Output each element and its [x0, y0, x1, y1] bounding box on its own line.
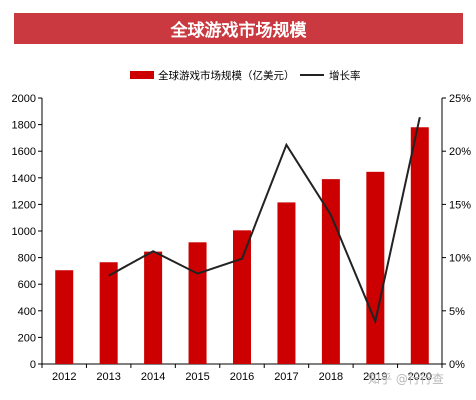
x-tick-label: 2019: [363, 371, 387, 383]
legend-line-label: 增长率: [329, 69, 361, 82]
bar-2019: [366, 171, 385, 364]
y-left-tick-label: 400: [18, 306, 36, 318]
legend: 全球游戏市场规模（亿美元） 增长率: [130, 69, 361, 82]
chart-title-banner: 全球游戏市场规模: [14, 13, 463, 44]
bar-2017: [277, 202, 296, 364]
x-tick-label: 2020: [408, 371, 432, 383]
y-right-tick-label: 10%: [449, 253, 471, 265]
y-left-tick-label: 1600: [12, 146, 36, 158]
y-left-tick-label: 0: [30, 359, 36, 371]
y-right-tick-label: 25%: [449, 93, 471, 105]
x-tick-label: 2014: [141, 371, 165, 383]
y-left-tick-label: 200: [18, 332, 36, 344]
y-right-tick-label: 5%: [449, 306, 465, 318]
x-tick-label: 2013: [96, 371, 120, 383]
bar-series: [55, 127, 429, 364]
watermark: 知乎 @行行查: [368, 372, 444, 386]
bar-2020: [410, 127, 429, 364]
y-left-tick-label: 1800: [12, 120, 36, 132]
y-left-tick-label: 1400: [12, 173, 36, 185]
bar-2015: [188, 242, 207, 364]
y-left-tick-label: 600: [18, 279, 36, 291]
x-tick-label: 2017: [274, 371, 298, 383]
y-left-tick-label: 2000: [12, 93, 36, 105]
legend-bar-label: 全球游戏市场规模（亿美元）: [158, 69, 295, 82]
chart-axes: 0 200 400 600 800 1000 1200 1400 1600 1800 2000 0% 5…: [12, 93, 472, 383]
x-tick-label: 2018: [319, 371, 343, 383]
x-tick-label: 2012: [52, 371, 76, 383]
x-tick-label: 2016: [230, 371, 254, 383]
bar-2012: [55, 270, 74, 364]
y-right-tick-label: 20%: [449, 146, 471, 158]
y-left-tick-label: 1000: [12, 226, 36, 238]
growth-line-series: [108, 116, 421, 325]
growth-rate-line: [108, 116, 421, 325]
x-tick-label: 2015: [185, 371, 209, 383]
y-right-tick-label: 0%: [449, 359, 465, 371]
y-right-tick-label: 15%: [449, 199, 471, 211]
y-left-tick-label: 1200: [12, 199, 36, 211]
y-left-tick-label: 800: [18, 253, 36, 265]
legend-bar-swatch: [130, 71, 154, 79]
bar-2013: [99, 262, 118, 364]
bar-2014: [144, 251, 163, 364]
bar-2016: [233, 230, 251, 364]
